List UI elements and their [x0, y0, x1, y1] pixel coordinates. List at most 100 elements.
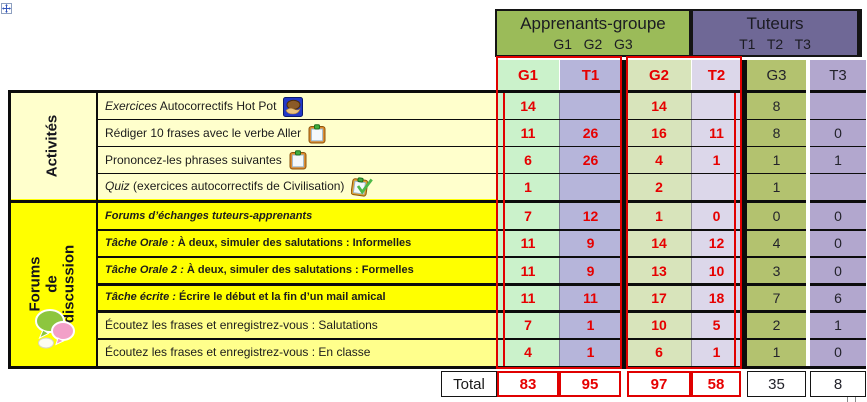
total-cell-g3: 35 — [747, 371, 806, 397]
row-label-text: À deux, simuler des salutations : Inform… — [174, 236, 412, 249]
row-label-text: Quiz — [105, 179, 130, 194]
cell-t3-forum-row4: 6 — [810, 284, 866, 312]
cell-t3-forum-row3: 0 — [810, 257, 866, 285]
quiz-check-icon — [351, 177, 375, 197]
cell-t2-activity-row3: 1 — [691, 146, 741, 174]
cell-g3-activity-row1: 8 — [747, 93, 806, 120]
cell-g2-activity-row1: 14 — [627, 93, 691, 120]
column-divider — [621, 60, 627, 369]
cell-t1-forum-row4: 11 — [559, 284, 621, 312]
row-label-text: Écrire le début et la fin d’un mail amic… — [175, 291, 386, 304]
cell-t2-forum-row5: 5 — [691, 311, 741, 339]
grid-line — [8, 366, 866, 369]
cell-g3-activity-row4: 1 — [747, 173, 806, 200]
cell-t1-forum-row1: 12 — [559, 202, 621, 230]
cell-g3-activity-row3: 1 — [747, 146, 806, 174]
cell-g3-forum-row2: 4 — [747, 229, 806, 257]
cell-t3-activity-row4 — [810, 173, 866, 200]
row-label-text: À deux, simuler des salutations : Formel… — [183, 264, 414, 276]
cell-g2-forum-row2: 14 — [627, 229, 691, 257]
cell-t1-activity-row2: 26 — [559, 119, 621, 147]
activity-row-label: Prononcez-les phrases suivantes — [97, 147, 497, 174]
row-divider — [97, 255, 866, 259]
cell-g3-forum-row6: 1 — [747, 338, 806, 366]
column-header-g2: G2 — [627, 60, 691, 90]
activites-section-background — [8, 90, 497, 201]
cell-g3-forum-row4: 7 — [747, 284, 806, 312]
header-tuteurs-title: Tuteurs — [746, 14, 804, 33]
cell-t3-forum-row5: 1 — [810, 311, 866, 339]
cell-g3-activity-row2: 8 — [747, 119, 806, 147]
cell-g1-forum-row6: 4 — [497, 338, 559, 366]
hotpotatoes-icon — [283, 96, 304, 117]
forum-row-label: Écoutez les frases et enregistrez-vous :… — [97, 311, 497, 339]
cell-g2-activity-row3: 4 — [627, 146, 691, 174]
cell-t2-activity-row2: 11 — [691, 119, 741, 147]
total-label: Total — [441, 371, 497, 397]
cell-t2-forum-row2: 12 — [691, 229, 741, 257]
row-divider — [97, 337, 866, 340]
cell-t1-activity-row1 — [559, 93, 621, 120]
cell-g1-forum-row2: 11 — [497, 229, 559, 257]
column-header-t3: T3 — [810, 60, 866, 90]
row-divider — [97, 172, 866, 174]
cell-t2-activity-row1 — [691, 93, 741, 120]
pair-inner-redline — [503, 93, 505, 366]
activity-row-label: Quiz (exercices autocorrectifs de Civili… — [97, 173, 497, 200]
grid-line — [8, 90, 11, 369]
header-apprenants-title: Apprenants-groupe — [520, 14, 666, 33]
cell-t2-forum-row3: 10 — [691, 257, 741, 285]
forum-row-label: Tâche écrite : Écrire le début et la fin… — [97, 284, 497, 311]
row-label-text: Tâche Orale : — [105, 236, 175, 249]
column-header-t2: T2 — [691, 60, 741, 90]
pair-inner-redline — [734, 93, 736, 366]
grid-line — [95, 90, 98, 368]
cell-g2-forum-row5: 10 — [627, 311, 691, 339]
row-label-text: (exercices autocorrectifs de Civilisatio… — [129, 179, 345, 194]
clipboard-icon — [308, 123, 326, 144]
header-apprenants-groupe: Apprenants-groupe G1 G2 G3 — [495, 9, 691, 57]
cell-g3-forum-row5: 2 — [747, 311, 806, 339]
table-move-handle-icon[interactable] — [1, 1, 12, 19]
row-divider — [97, 119, 866, 121]
cell-g2-forum-row3: 13 — [627, 257, 691, 285]
cell-g1-activity-row2: 11 — [497, 119, 559, 147]
column-header-g3: G3 — [747, 60, 806, 90]
clipboard-icon — [289, 150, 307, 170]
cell-g2-activity-row2: 16 — [627, 119, 691, 147]
cell-g1-activity-row4: 1 — [497, 173, 559, 200]
cell-t3-activity-row3: 1 — [810, 146, 866, 174]
row-label-text: Rédiger 10 frases avec le verbe Aller — [105, 125, 302, 140]
cell-g1-forum-row5: 7 — [497, 311, 559, 339]
cell-g1-forum-row1: 7 — [497, 202, 559, 230]
row-label-text: Tâche écrite : — [105, 291, 176, 304]
column-gap — [806, 60, 810, 366]
cell-g3-forum-row1: 0 — [747, 202, 806, 230]
cell-t2-activity-row4 — [691, 173, 741, 200]
cell-t2-forum-row6: 1 — [691, 338, 741, 366]
row-label-text: Autocorrectifs Hot Pot — [157, 99, 277, 113]
activity-row-label: Exercices Autocorrectifs Hot Pot — [97, 93, 497, 120]
total-cell-g1: 83 — [497, 371, 559, 397]
row-label-text: Tâche Orale 2 : — [105, 264, 184, 276]
cell-g2-forum-row1: 1 — [627, 202, 691, 230]
total-cell-t1: 95 — [559, 371, 621, 397]
cell-t3-activity-row1 — [810, 93, 866, 120]
row-label-text: Forums d’échanges tuteurs-apprenants — [105, 209, 313, 222]
cell-t1-activity-row3: 26 — [559, 146, 621, 174]
forum-row-label: Tâche Orale 2 : À deux, simuler des salu… — [97, 257, 497, 284]
cell-g3-forum-row3: 3 — [747, 257, 806, 285]
cell-t1-activity-row4 — [559, 173, 621, 200]
row-divider — [97, 283, 866, 286]
column-header-g1: G1 — [497, 60, 559, 90]
cell-t3-forum-row2: 0 — [810, 229, 866, 257]
cell-t3-activity-row2: 0 — [810, 119, 866, 147]
header-tuteurs-sublabels: T1 T2 T3 — [739, 36, 811, 52]
forum-row-label: Forums d’échanges tuteurs-apprenants — [97, 203, 497, 230]
cell-g2-activity-row4: 2 — [627, 173, 691, 200]
column-header-t1: T1 — [559, 60, 621, 90]
cell-g1-activity-row1: 14 — [497, 93, 559, 120]
cell-g1-forum-row4: 11 — [497, 284, 559, 312]
grid-line — [8, 199, 866, 203]
